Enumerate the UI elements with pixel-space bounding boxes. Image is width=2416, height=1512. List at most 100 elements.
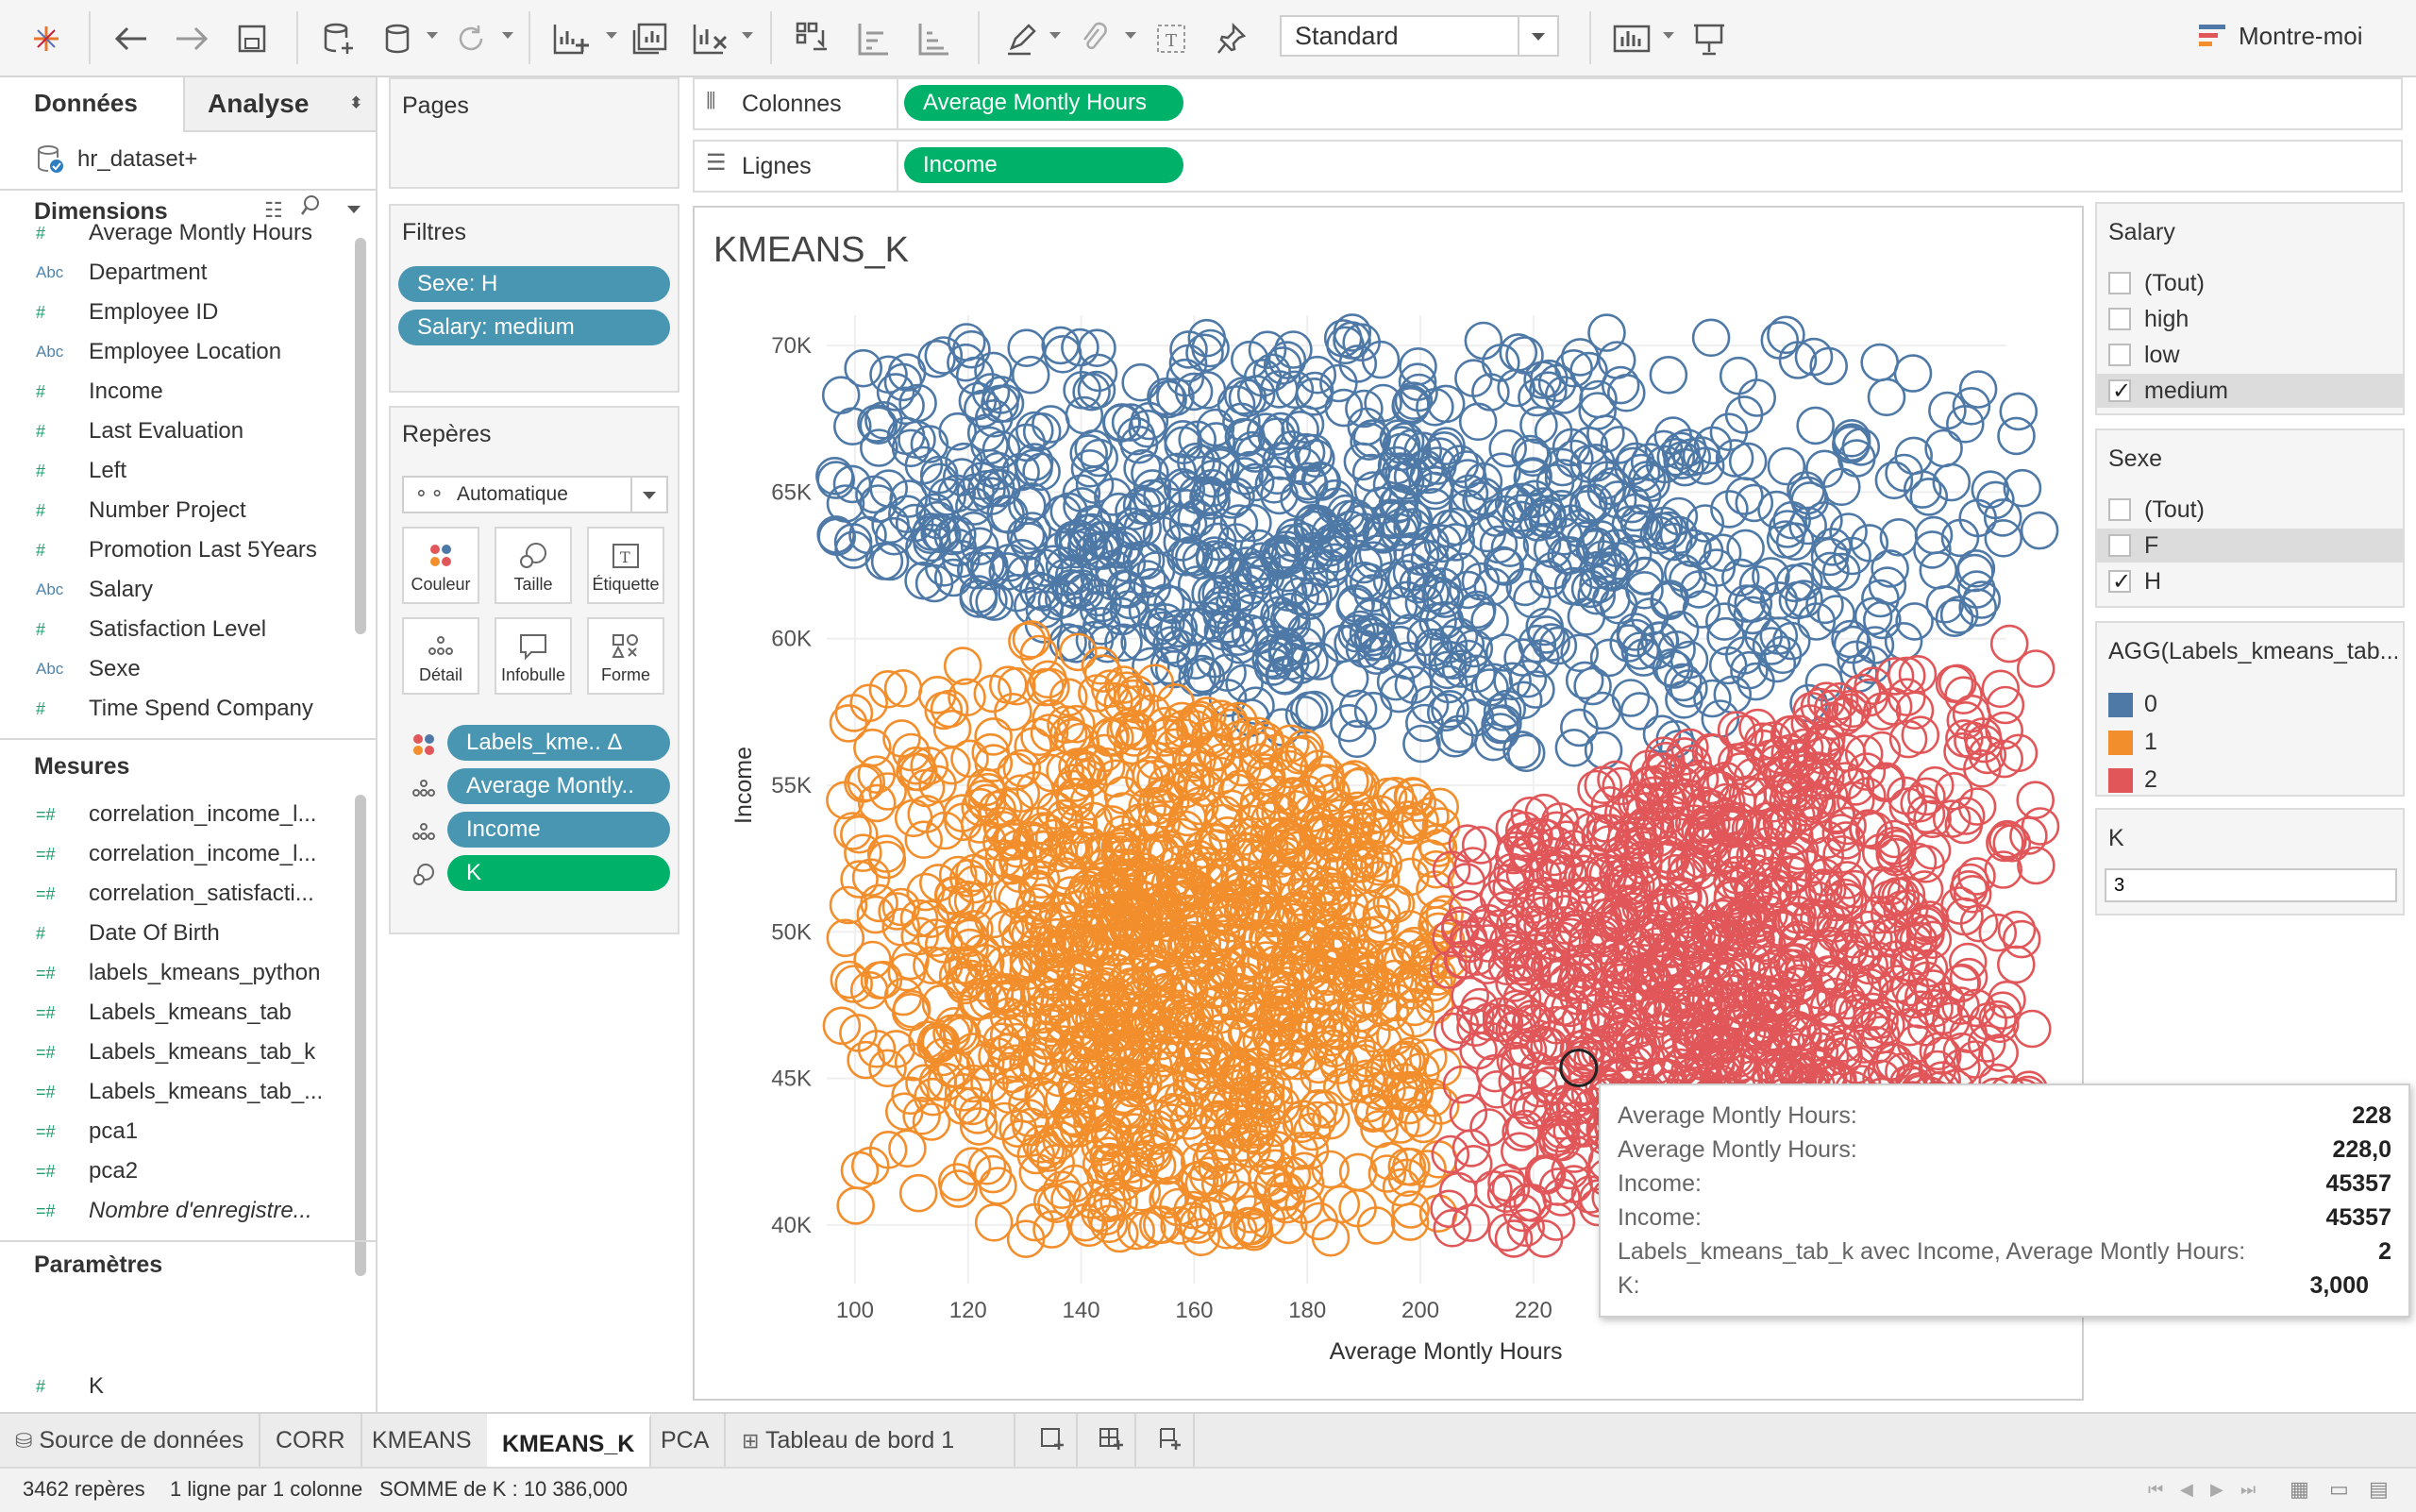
scatter-point[interactable] (1365, 1094, 1404, 1134)
scatter-point[interactable] (1527, 615, 1566, 654)
dimension-field[interactable]: # Income (0, 372, 349, 412)
scatter-point[interactable] (1109, 708, 1149, 747)
scatter-point[interactable] (1494, 1219, 1534, 1258)
scatter-point[interactable] (856, 895, 896, 934)
scatter-point[interactable] (950, 928, 989, 967)
scatter-point[interactable] (1393, 777, 1433, 815)
scatter-point[interactable] (1136, 759, 1175, 798)
scatter-point[interactable] (1057, 704, 1096, 744)
scatter-point[interactable] (1469, 1108, 1508, 1147)
scatter-point[interactable] (1149, 1180, 1187, 1219)
scatter-point[interactable] (1552, 504, 1591, 544)
swap-icon[interactable] (791, 17, 834, 60)
new-dashboard-icon[interactable] (1083, 1414, 1136, 1467)
scatter-point[interactable] (1455, 697, 1495, 737)
scatter-point[interactable] (1370, 992, 1410, 1032)
scatter-point[interactable] (1554, 830, 1593, 868)
forward-icon[interactable] (170, 17, 213, 60)
scatter-point[interactable] (1115, 512, 1154, 551)
scatter-point[interactable] (1122, 1173, 1162, 1212)
scatter-point[interactable] (1988, 980, 2026, 1019)
scatter-point[interactable] (1655, 894, 1694, 933)
scatter-point[interactable] (1284, 1185, 1323, 1224)
scatter-point[interactable] (994, 692, 1032, 731)
scatter-point[interactable] (1175, 915, 1215, 953)
scatter-point[interactable] (1708, 646, 1748, 685)
scatter-point[interactable] (1656, 853, 1696, 893)
scatter-point[interactable] (1725, 967, 1765, 1007)
scatter-point[interactable] (1377, 983, 1416, 1022)
scatter-point[interactable] (1189, 1034, 1229, 1073)
scatter-point[interactable] (1246, 1130, 1284, 1168)
scatter-point[interactable] (1890, 1007, 1929, 1047)
scatter-point[interactable] (1081, 1127, 1120, 1167)
scatter-point[interactable] (1735, 483, 1774, 523)
scatter-point[interactable] (1983, 498, 2022, 537)
scatter-point[interactable] (1093, 1182, 1132, 1220)
scatter-point[interactable] (986, 1046, 1025, 1084)
scatter-point[interactable] (1957, 570, 1996, 609)
scatter-point[interactable] (1719, 356, 1758, 395)
scatter-point[interactable] (1624, 638, 1663, 677)
scatter-point[interactable] (1457, 937, 1497, 976)
scatter-point[interactable] (1436, 507, 1476, 546)
scatter-point[interactable] (1431, 689, 1469, 729)
checkbox-unchecked[interactable] (2108, 498, 2131, 521)
scatter-point[interactable] (869, 469, 908, 508)
scatter-point[interactable] (864, 960, 903, 1000)
scatter-point[interactable] (1210, 903, 1250, 943)
scatter-point[interactable] (1099, 492, 1138, 531)
scatter-point[interactable] (953, 1064, 993, 1103)
scatter-point[interactable] (1056, 954, 1096, 994)
scatter-point[interactable] (1116, 685, 1156, 724)
scatter-point[interactable] (1748, 926, 1787, 966)
scatter-point[interactable] (1691, 1003, 1730, 1042)
scatter-point[interactable] (1448, 459, 1487, 497)
scatter-point[interactable] (1058, 1025, 1097, 1064)
scatter-point[interactable] (1450, 474, 1489, 513)
scatter-point[interactable] (1248, 1089, 1286, 1129)
scatter-point[interactable] (1176, 710, 1215, 748)
scatter-point[interactable] (1382, 1168, 1421, 1207)
scatter-point[interactable] (1513, 580, 1552, 619)
scatter-point[interactable] (1288, 462, 1328, 501)
scatter-point[interactable] (1032, 1210, 1071, 1249)
scatter-point[interactable] (1491, 1169, 1531, 1208)
scatter-point[interactable] (1807, 718, 1846, 758)
scatter-point[interactable] (1251, 639, 1290, 679)
scatter-point[interactable] (1780, 741, 1819, 780)
tab-pca[interactable]: PCA (646, 1414, 727, 1467)
scatter-point[interactable] (1386, 560, 1426, 598)
scatter-point[interactable] (1954, 721, 1992, 761)
scatter-point[interactable] (944, 1072, 983, 1112)
scatter-point[interactable] (1888, 787, 1928, 826)
scatter-point[interactable] (910, 747, 948, 785)
scatter-point[interactable] (1431, 1134, 1470, 1174)
scatter-point[interactable] (1361, 340, 1401, 379)
scatter-point[interactable] (883, 668, 923, 708)
scatter-point[interactable] (1044, 1025, 1083, 1064)
scatter-point[interactable] (1770, 733, 1810, 773)
scatter-point[interactable] (1063, 371, 1101, 410)
scatter-point[interactable] (1935, 598, 1974, 638)
scatter-point[interactable] (1757, 744, 1797, 783)
scatter-point[interactable] (1644, 429, 1684, 469)
scatter-point[interactable] (829, 885, 868, 925)
scatter-point[interactable] (1935, 664, 1974, 704)
tab-kmeans[interactable]: KMEANS (357, 1414, 489, 1467)
scatter-point[interactable] (943, 1086, 982, 1125)
scatter-point[interactable] (1544, 459, 1584, 497)
tab-analyse[interactable]: Analyse ⬍ (183, 77, 376, 132)
scatter-point[interactable] (1508, 659, 1548, 698)
scatter-point[interactable] (1805, 449, 1844, 489)
scatter-point[interactable] (1458, 402, 1498, 442)
scatter-point[interactable] (1225, 817, 1264, 856)
scatter-point[interactable] (1504, 811, 1544, 850)
last-page-icon[interactable]: ⏭ (2240, 1480, 2257, 1499)
new-datasource-icon[interactable] (317, 17, 361, 60)
scatter-point[interactable] (1770, 715, 1809, 754)
scatter-point[interactable] (1344, 1000, 1384, 1040)
scatter-point[interactable] (955, 865, 994, 904)
scatter-point[interactable] (1223, 377, 1263, 415)
scatter-point[interactable] (878, 892, 916, 931)
